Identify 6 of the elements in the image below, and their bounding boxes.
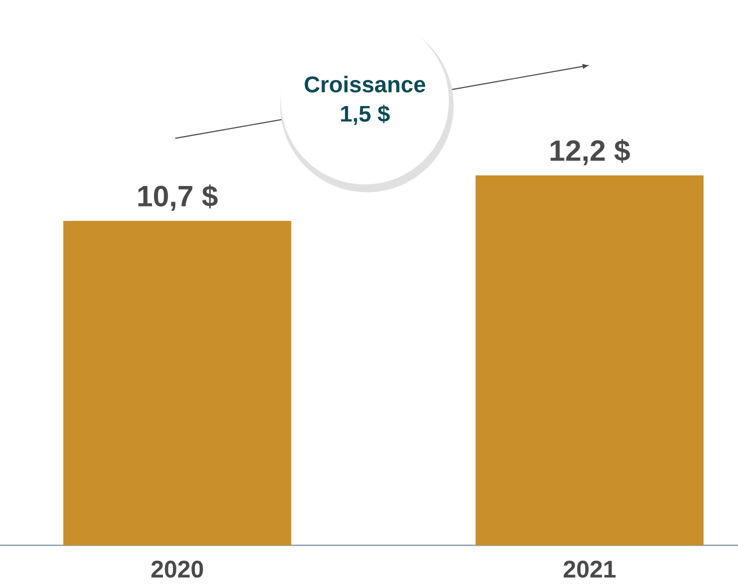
x-tick-label: 2021 [564, 560, 616, 578]
text: Croissance [304, 76, 426, 92]
text: 1,5 $ [341, 104, 390, 126]
data-label: 10,7 $ [138, 184, 218, 211]
data-label: 12,2 $ [550, 138, 630, 166]
x-tick-label: 2020 [151, 560, 203, 578]
